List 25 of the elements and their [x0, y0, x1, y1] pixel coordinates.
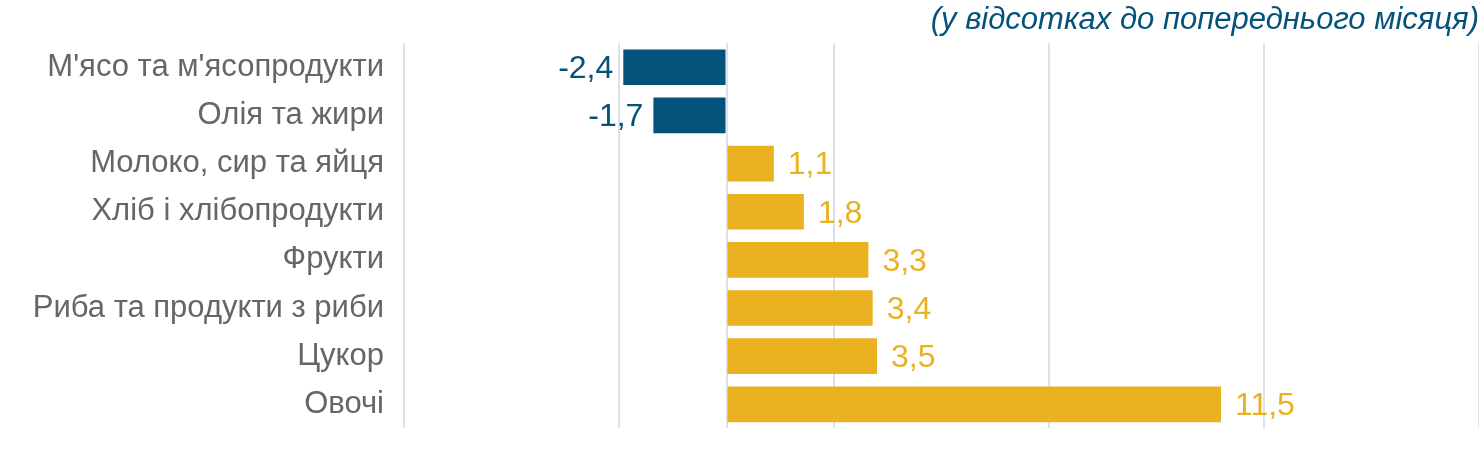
y-tick-label: Хліб і хлібопродукти — [91, 192, 384, 228]
data-label: -1,7 — [588, 97, 644, 134]
data-label: 3,5 — [891, 338, 936, 374]
data-label: 1,8 — [817, 193, 863, 230]
y-tick-label: Молоко, сир та яйця — [90, 144, 384, 180]
bar — [653, 97, 726, 134]
y-tick-label: Олія та жири — [197, 95, 384, 131]
y-tick-label: Цукор — [297, 336, 384, 372]
data-label: 3,3 — [882, 241, 927, 278]
bar — [727, 338, 877, 374]
y-tick-label: М'ясо та м'ясопродукти — [47, 47, 384, 83]
y-tick-label: Риба та продукти з риби — [32, 288, 384, 324]
bar — [623, 49, 726, 86]
data-label: 1,1 — [787, 145, 833, 182]
bar — [727, 193, 804, 230]
data-label: -2,4 — [558, 49, 614, 86]
bar — [727, 145, 774, 182]
y-tick-label: Овочі — [304, 384, 384, 420]
bar — [727, 242, 869, 278]
chart-subtitle: (у відсотках до попереднього місяця) — [930, 1, 1479, 37]
data-label: 3,4 — [886, 289, 932, 326]
bar — [727, 386, 1221, 423]
y-tick-label: Фрукти — [282, 240, 384, 276]
data-label: 11,5 — [1235, 386, 1295, 423]
bar — [727, 290, 873, 326]
